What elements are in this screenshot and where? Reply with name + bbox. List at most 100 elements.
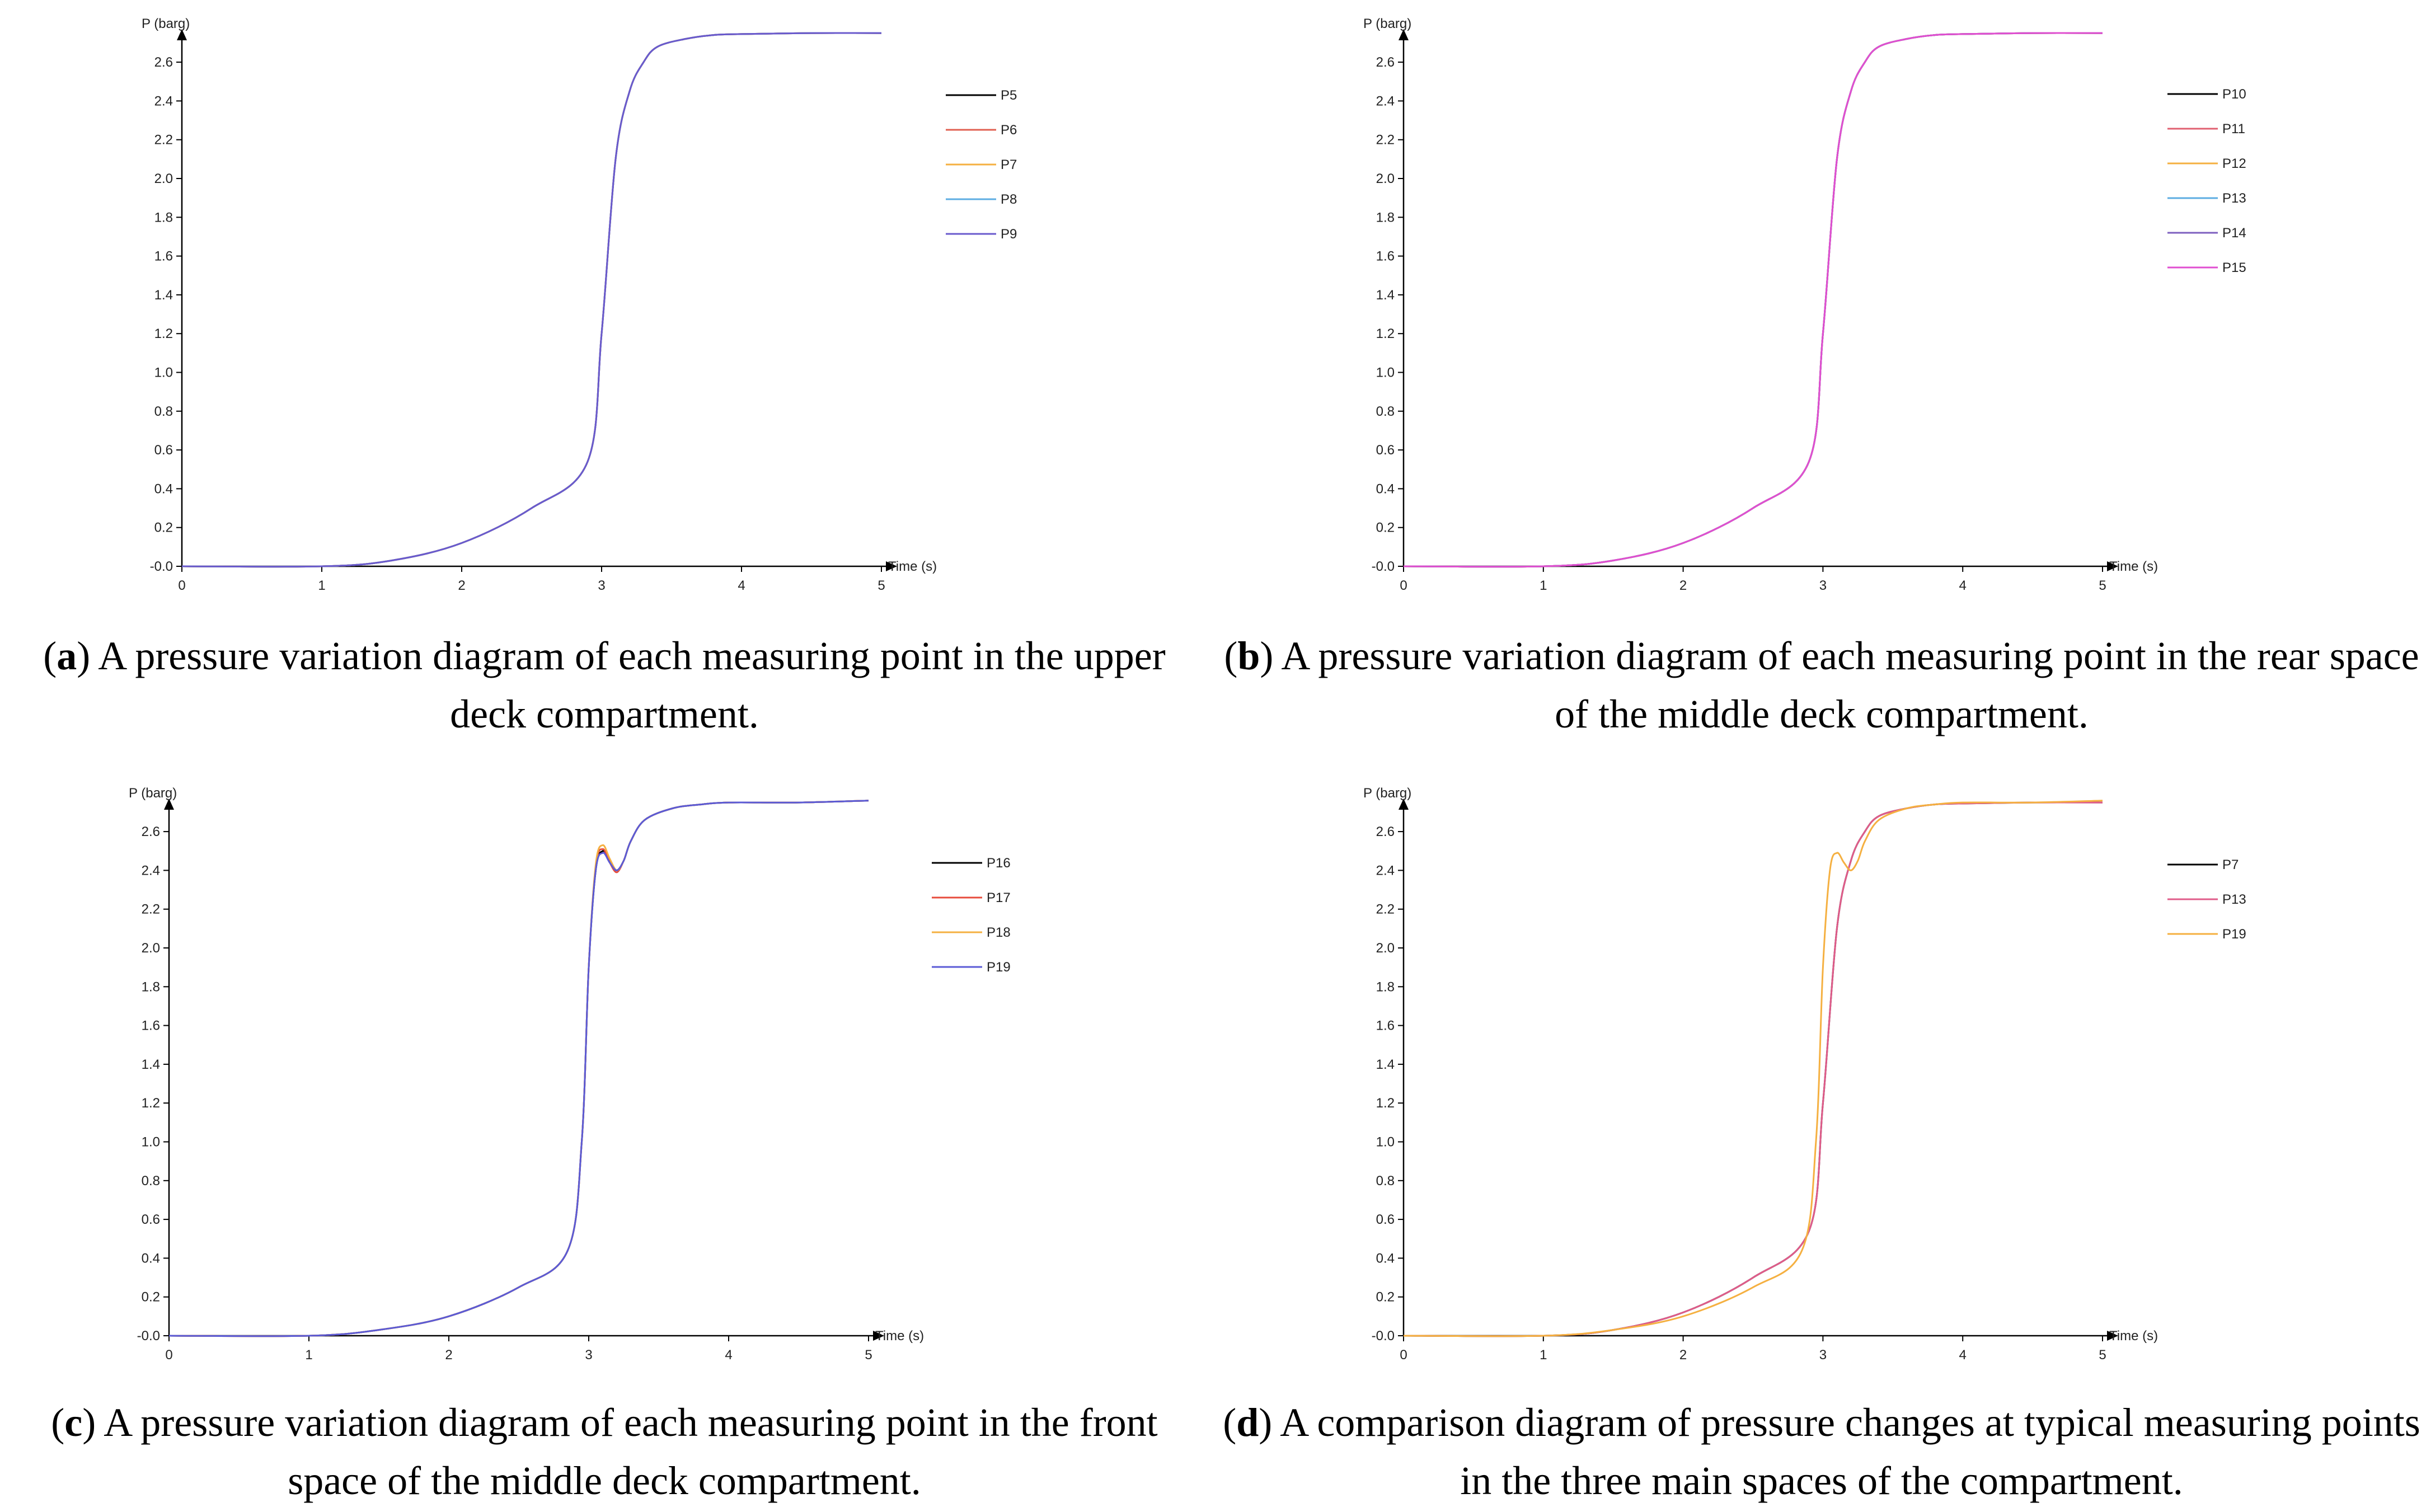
caption-d-text: A comparison diagram of pressure changes… (1272, 1400, 2420, 1503)
caption-c: (c) A pressure variation diagram of each… (51, 1400, 1158, 1503)
y-tick-label: 1.8 (1376, 210, 1395, 225)
y-axis-label: P (barg) (1363, 16, 1411, 31)
x-tick-label: 3 (1819, 1347, 1827, 1363)
y-tick-label: 1.4 (1376, 1057, 1395, 1072)
y-axis-label: P (barg) (1363, 786, 1411, 801)
y-tick-label: 2.6 (142, 824, 160, 839)
y-axis-arrow (1399, 799, 1409, 810)
y-tick-label: 1.2 (142, 1096, 160, 1111)
y-tick-label: 1.6 (1376, 1018, 1395, 1034)
y-tick-label: 1.8 (142, 979, 160, 994)
caption-b: (b) A pressure variation diagram of each… (1224, 633, 2419, 736)
caption-c-letter: c (64, 1400, 83, 1445)
x-axis-arrow (886, 561, 897, 571)
series-line-p16 (168, 800, 869, 1337)
x-tick-label: 5 (2099, 578, 2106, 593)
y-tick-label: 2.4 (1376, 93, 1395, 109)
series-line-p18 (168, 800, 869, 1337)
y-tick-label: 0.8 (142, 1173, 160, 1189)
y-tick-label: 1.4 (1376, 288, 1395, 303)
series-line-p19 (1403, 800, 2103, 1337)
y-axis-label: P (barg) (129, 786, 177, 801)
x-axis-label: Time (s) (2109, 1328, 2158, 1344)
y-axis-label: P (barg) (142, 16, 190, 31)
series-line-p13 (1403, 801, 2103, 1337)
y-tick-label: 1.2 (1376, 326, 1395, 341)
series-line-p17 (168, 800, 869, 1337)
legend-label-p17: P17 (987, 890, 1011, 905)
y-tick-label: 0.2 (1376, 520, 1395, 536)
x-axis-arrow (2107, 561, 2118, 571)
legend-label-p8: P8 (1001, 192, 1017, 207)
legend-label-p7: P7 (1001, 157, 1017, 172)
x-axis-arrow (873, 1331, 884, 1341)
x-tick-label: 2 (1679, 1347, 1687, 1363)
y-tick-label: 0.8 (1376, 1173, 1395, 1189)
y-tick-label: 2.6 (1376, 824, 1395, 839)
y-tick-label: -0.0 (1372, 559, 1395, 574)
y-tick-label: 1.2 (154, 326, 173, 341)
y-tick-label: 2.0 (1376, 941, 1395, 956)
series-line-p8 (181, 32, 882, 568)
y-tick-label: 0.4 (1376, 1251, 1395, 1266)
x-tick-label: 3 (585, 1347, 592, 1363)
y-tick-label: 2.2 (1376, 902, 1395, 917)
caption-b-text: A pressure variation diagram of each mea… (1273, 633, 2419, 736)
y-tick-label: 2.4 (142, 863, 160, 878)
caption-a-text: A pressure variation diagram of each mea… (90, 633, 1166, 736)
x-axis-arrow (2107, 1331, 2118, 1341)
y-tick-label: 2.2 (154, 133, 173, 148)
y-tick-label: 0.2 (154, 520, 173, 536)
chart-panel-b: P (barg) Time (s) -0.0 0.2 0.4 0.6 0.8 1.0 1.2 1.… (1363, 16, 2246, 593)
legend-label-p11: P11 (2222, 121, 2245, 137)
legend-label-p16: P16 (987, 856, 1011, 871)
x-tick-label: 3 (598, 578, 605, 593)
x-tick-label: 2 (458, 578, 465, 593)
y-tick-label: 1.6 (1376, 249, 1395, 264)
y-tick-label: 2.0 (1376, 171, 1395, 186)
x-tick-label: 3 (1819, 578, 1827, 593)
y-tick-label: 1.8 (154, 210, 173, 225)
caption-a: (a) A pressure variation diagram of each… (43, 633, 1166, 736)
legend: P10 P11 P12 P13 P14 P15 (2167, 87, 2246, 275)
series-line-p14 (1403, 32, 2103, 568)
series-line-p7 (1403, 801, 2103, 1337)
x-tick-label: 0 (1400, 1347, 1407, 1363)
y-tick-label: -0.0 (1372, 1328, 1395, 1344)
y-tick-label: 1.0 (142, 1135, 160, 1150)
y-tick-label: 2.0 (154, 171, 173, 186)
legend-label-p14: P14 (2222, 226, 2246, 241)
y-axis-arrow (164, 799, 174, 810)
legend-label-p7: P7 (2222, 857, 2239, 872)
series-line-p13 (1403, 32, 2103, 568)
legend-label-p13: P13 (2222, 191, 2246, 206)
legend-label-p5: P5 (1001, 88, 1017, 103)
y-tick-label: 0.8 (1376, 404, 1395, 419)
y-tick-label: 2.4 (1376, 863, 1395, 878)
chart-panel-c: P (barg) Time (s) -0.0 0.2 0.4 0.6 0.8 1.0 1.2 1.… (129, 786, 1011, 1363)
y-tick-label: 1.6 (142, 1018, 160, 1034)
legend-label-p19: P19 (2222, 927, 2246, 942)
y-tick-label: 0.6 (142, 1212, 160, 1227)
legend-label-p15: P15 (2222, 260, 2246, 275)
x-tick-label: 4 (1959, 1347, 1967, 1363)
y-tick-label: 0.4 (142, 1251, 160, 1266)
y-tick-label: 0.4 (154, 481, 173, 496)
chart-panel-d: P (barg) Time (s) -0.0 0.2 0.4 0.6 0.8 1.0 1.2 1.… (1363, 786, 2246, 1363)
series-line-p6 (181, 32, 882, 568)
y-tick-label: 0.6 (1376, 1212, 1395, 1227)
y-axis-arrow (177, 29, 187, 40)
x-tick-label: 1 (318, 578, 325, 593)
series-line-p9 (181, 32, 882, 568)
x-tick-label: 5 (865, 1347, 872, 1363)
series-line-p12 (1403, 32, 2103, 568)
y-tick-label: 0.6 (1376, 443, 1395, 458)
y-tick-label: 0.6 (154, 443, 173, 458)
legend: P16 P17 P18 P19 (932, 856, 1011, 975)
y-tick-label: 0.8 (154, 404, 173, 419)
chart-panel-a: P (barg) Time (s) -0.0 0.2 0.4 0.6 0.8 1.0 1.2 1.… (142, 16, 1017, 593)
y-tick-label: 1.4 (154, 288, 173, 303)
y-tick-label: 0.2 (1376, 1290, 1395, 1305)
x-axis-label: Time (s) (875, 1328, 924, 1344)
